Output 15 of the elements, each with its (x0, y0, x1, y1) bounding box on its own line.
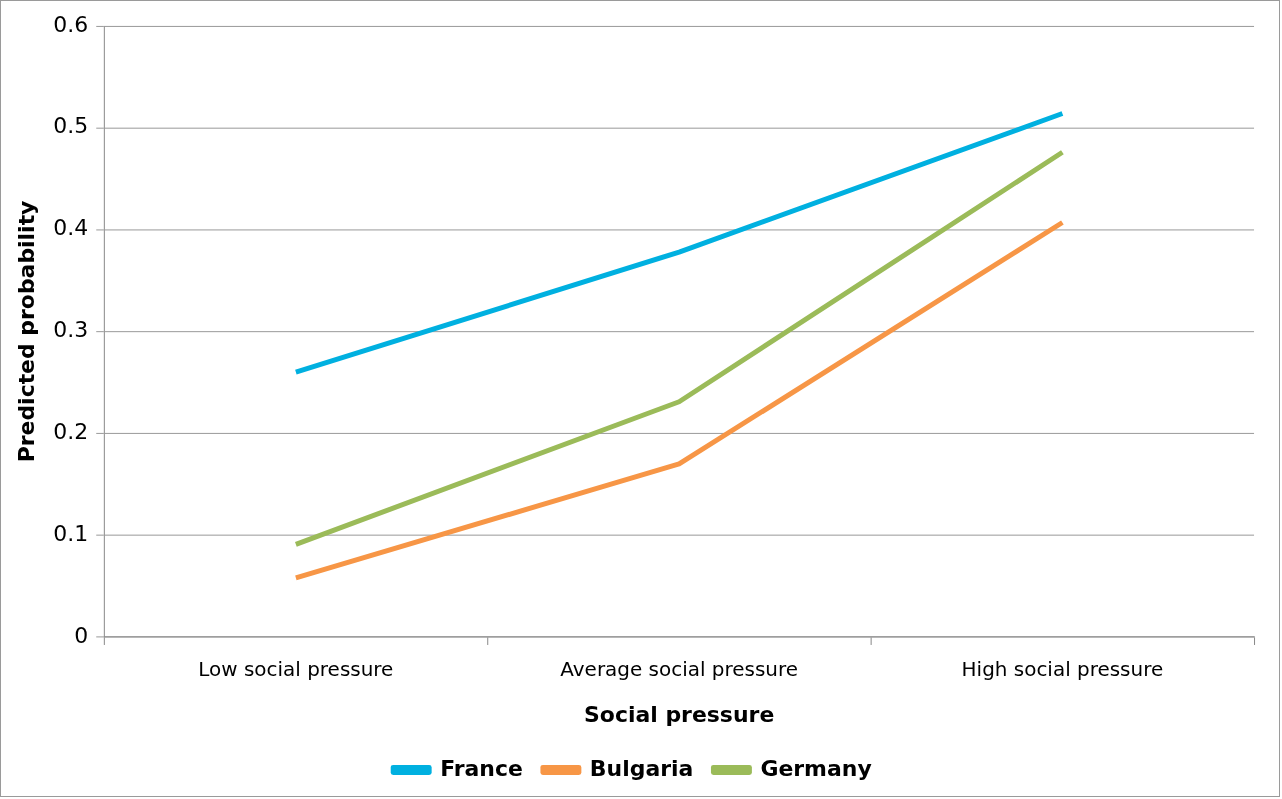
y-tick-label: 0.4 (53, 215, 89, 241)
y-axis-title: Predicted probability (13, 200, 39, 463)
legend-label: Germany (760, 755, 872, 781)
y-tick-label: 0 (74, 622, 89, 648)
legend-label: France (440, 755, 523, 781)
legend-label: Bulgaria (589, 755, 694, 781)
x-tick-label: Average social pressure (560, 657, 798, 682)
x-tick-label: High social pressure (961, 657, 1164, 682)
y-tick-label: 0.5 (53, 113, 89, 139)
x-axis-title: Social pressure (583, 701, 775, 727)
y-tick-label: 0.1 (53, 520, 89, 546)
y-tick-label: 0.3 (53, 317, 89, 343)
y-tick-label: 0.6 (53, 11, 89, 37)
y-tick-label: 0.2 (53, 419, 89, 445)
x-tick-label: Low social pressure (198, 657, 394, 682)
